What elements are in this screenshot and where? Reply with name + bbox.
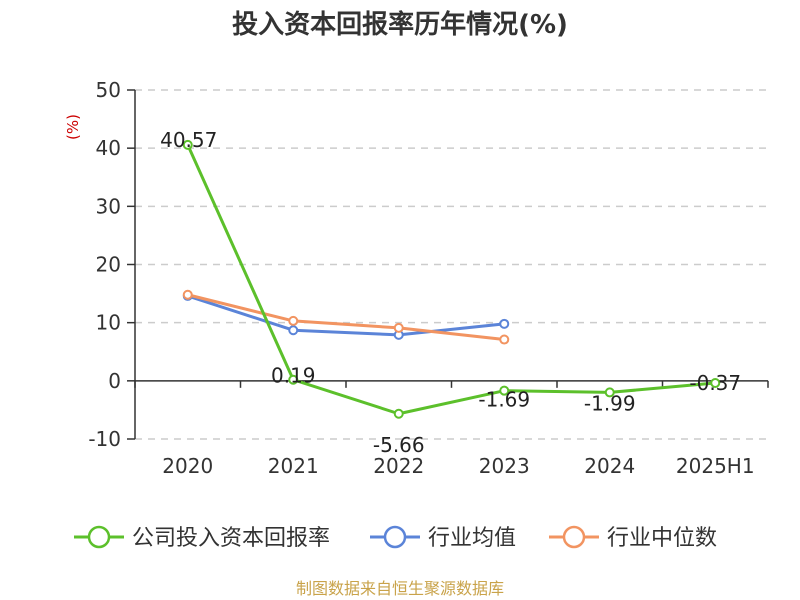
- y-tick-label: 10: [96, 311, 121, 335]
- x-tick-label: 2020: [162, 454, 213, 478]
- data-point: [499, 318, 510, 329]
- tick-labels: -10 0 10 20 30 40 50 2020 2021 2022 2023 2024 2025H1: [88, 78, 754, 478]
- axes: [127, 89, 769, 440]
- data-point: [604, 387, 615, 398]
- y-axis-unit-label: (%): [64, 114, 82, 140]
- data-point: [393, 408, 404, 419]
- y-tick-label: 0: [108, 369, 121, 393]
- x-tick-label: 2021: [268, 454, 319, 478]
- data-point: [288, 315, 299, 326]
- legend-label: 行业均值: [428, 526, 516, 551]
- y-tick-label: 20: [96, 253, 121, 277]
- legend-marker: [562, 525, 586, 549]
- legend-item: 公司投入资本回报率: [74, 525, 330, 551]
- data-label: -5.66: [373, 433, 425, 457]
- data-point: [393, 322, 404, 333]
- legend-item: 行业中位数: [549, 525, 717, 551]
- x-tick-label: 2022: [373, 454, 424, 478]
- series-line: [187, 293, 505, 342]
- data-point: [182, 289, 193, 300]
- legend-label: 公司投入资本回报率: [132, 526, 330, 551]
- x-tick-label: 2023: [479, 454, 530, 478]
- chart-title: 投入资本回报率历年情况(%): [232, 9, 568, 40]
- data-label: -1.99: [584, 391, 636, 415]
- data-label: -1.69: [478, 388, 530, 412]
- data-source-note: 制图数据来自恒生聚源数据库: [296, 579, 504, 598]
- data-label: 0.19: [271, 364, 316, 388]
- y-tick-label: 40: [96, 136, 121, 160]
- data-point: [288, 325, 299, 336]
- legend: 公司投入资本回报率 行业均值 行业中位数: [74, 525, 717, 551]
- series-lines: [182, 139, 721, 419]
- y-tick-label: 30: [96, 194, 121, 218]
- legend-marker: [383, 525, 407, 549]
- x-tick-label: 2025H1: [676, 454, 755, 478]
- data-point: [499, 385, 510, 396]
- y-tick-label: -10: [88, 427, 121, 451]
- x-tick-label: 2024: [584, 454, 635, 478]
- data-point: [499, 334, 510, 345]
- legend-marker: [87, 525, 111, 549]
- data-point: [288, 374, 299, 385]
- series-line: [186, 144, 716, 416]
- data-labels: 40.57 0.19 -5.66 -1.69 -1.99 -0.37: [160, 128, 741, 457]
- data-label: -0.37: [689, 371, 741, 395]
- data-point: [182, 139, 193, 150]
- y-tick-label: 50: [96, 78, 121, 102]
- data-label: 40.57: [160, 128, 217, 152]
- series-line: [187, 294, 505, 337]
- legend-label: 行业中位数: [607, 526, 717, 551]
- data-point: [710, 377, 721, 388]
- legend-item: 行业均值: [370, 525, 516, 551]
- grid-lines: [135, 89, 768, 440]
